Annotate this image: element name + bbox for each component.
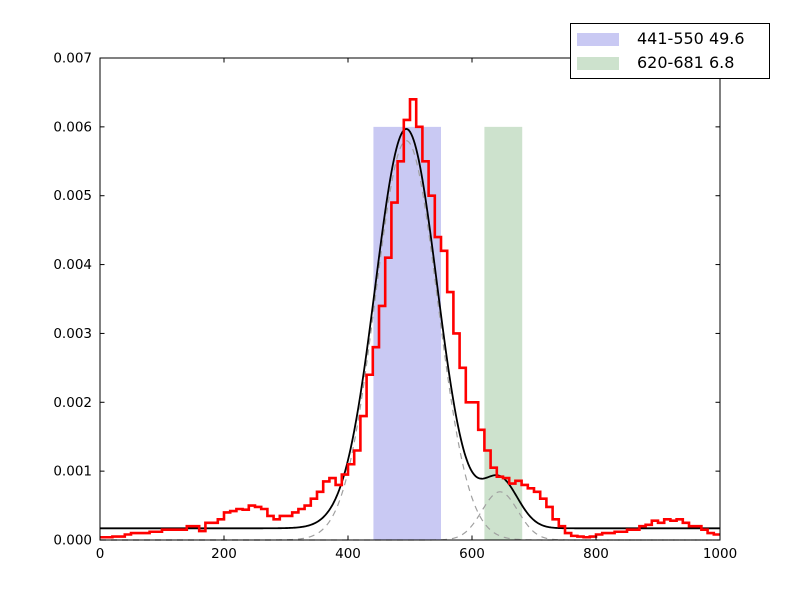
legend: 441-550 49.6 620-681 6.8 [570,23,770,79]
axes-frame [99,57,721,541]
histogram-line [100,98,720,539]
y-tick-label: 0.006 [53,119,92,135]
x-tick-label: 800 [583,546,609,562]
fit-curve [100,127,720,530]
y-tick-label: 0.001 [53,464,92,480]
y-tick-label: 0.003 [53,326,92,342]
y-tick-label: 0.007 [53,51,92,67]
x-tick-label: 400 [335,546,361,562]
x-tick-label: 600 [459,546,485,562]
legend-label-green-band: 620-681 6.8 [637,53,735,72]
legend-entry-green-band: 620-681 6.8 [577,51,763,75]
y-tick-label: 0.005 [53,188,92,204]
band-441-550 [373,126,441,540]
legend-label-blue-band: 441-550 49.6 [637,29,745,48]
blue-band-swatch [577,32,619,46]
y-tick-label: 0.000 [53,533,92,549]
x-tick-label: 0 [96,546,105,562]
legend-entry-blue-band: 441-550 49.6 [577,27,763,51]
x-tick-label: 1000 [703,546,737,562]
y-tick-label: 0.004 [53,257,92,273]
x-tick-label: 200 [211,546,237,562]
green-band-swatch [577,56,619,70]
y-tick-label: 0.002 [53,395,92,411]
band-620-681 [484,126,523,540]
